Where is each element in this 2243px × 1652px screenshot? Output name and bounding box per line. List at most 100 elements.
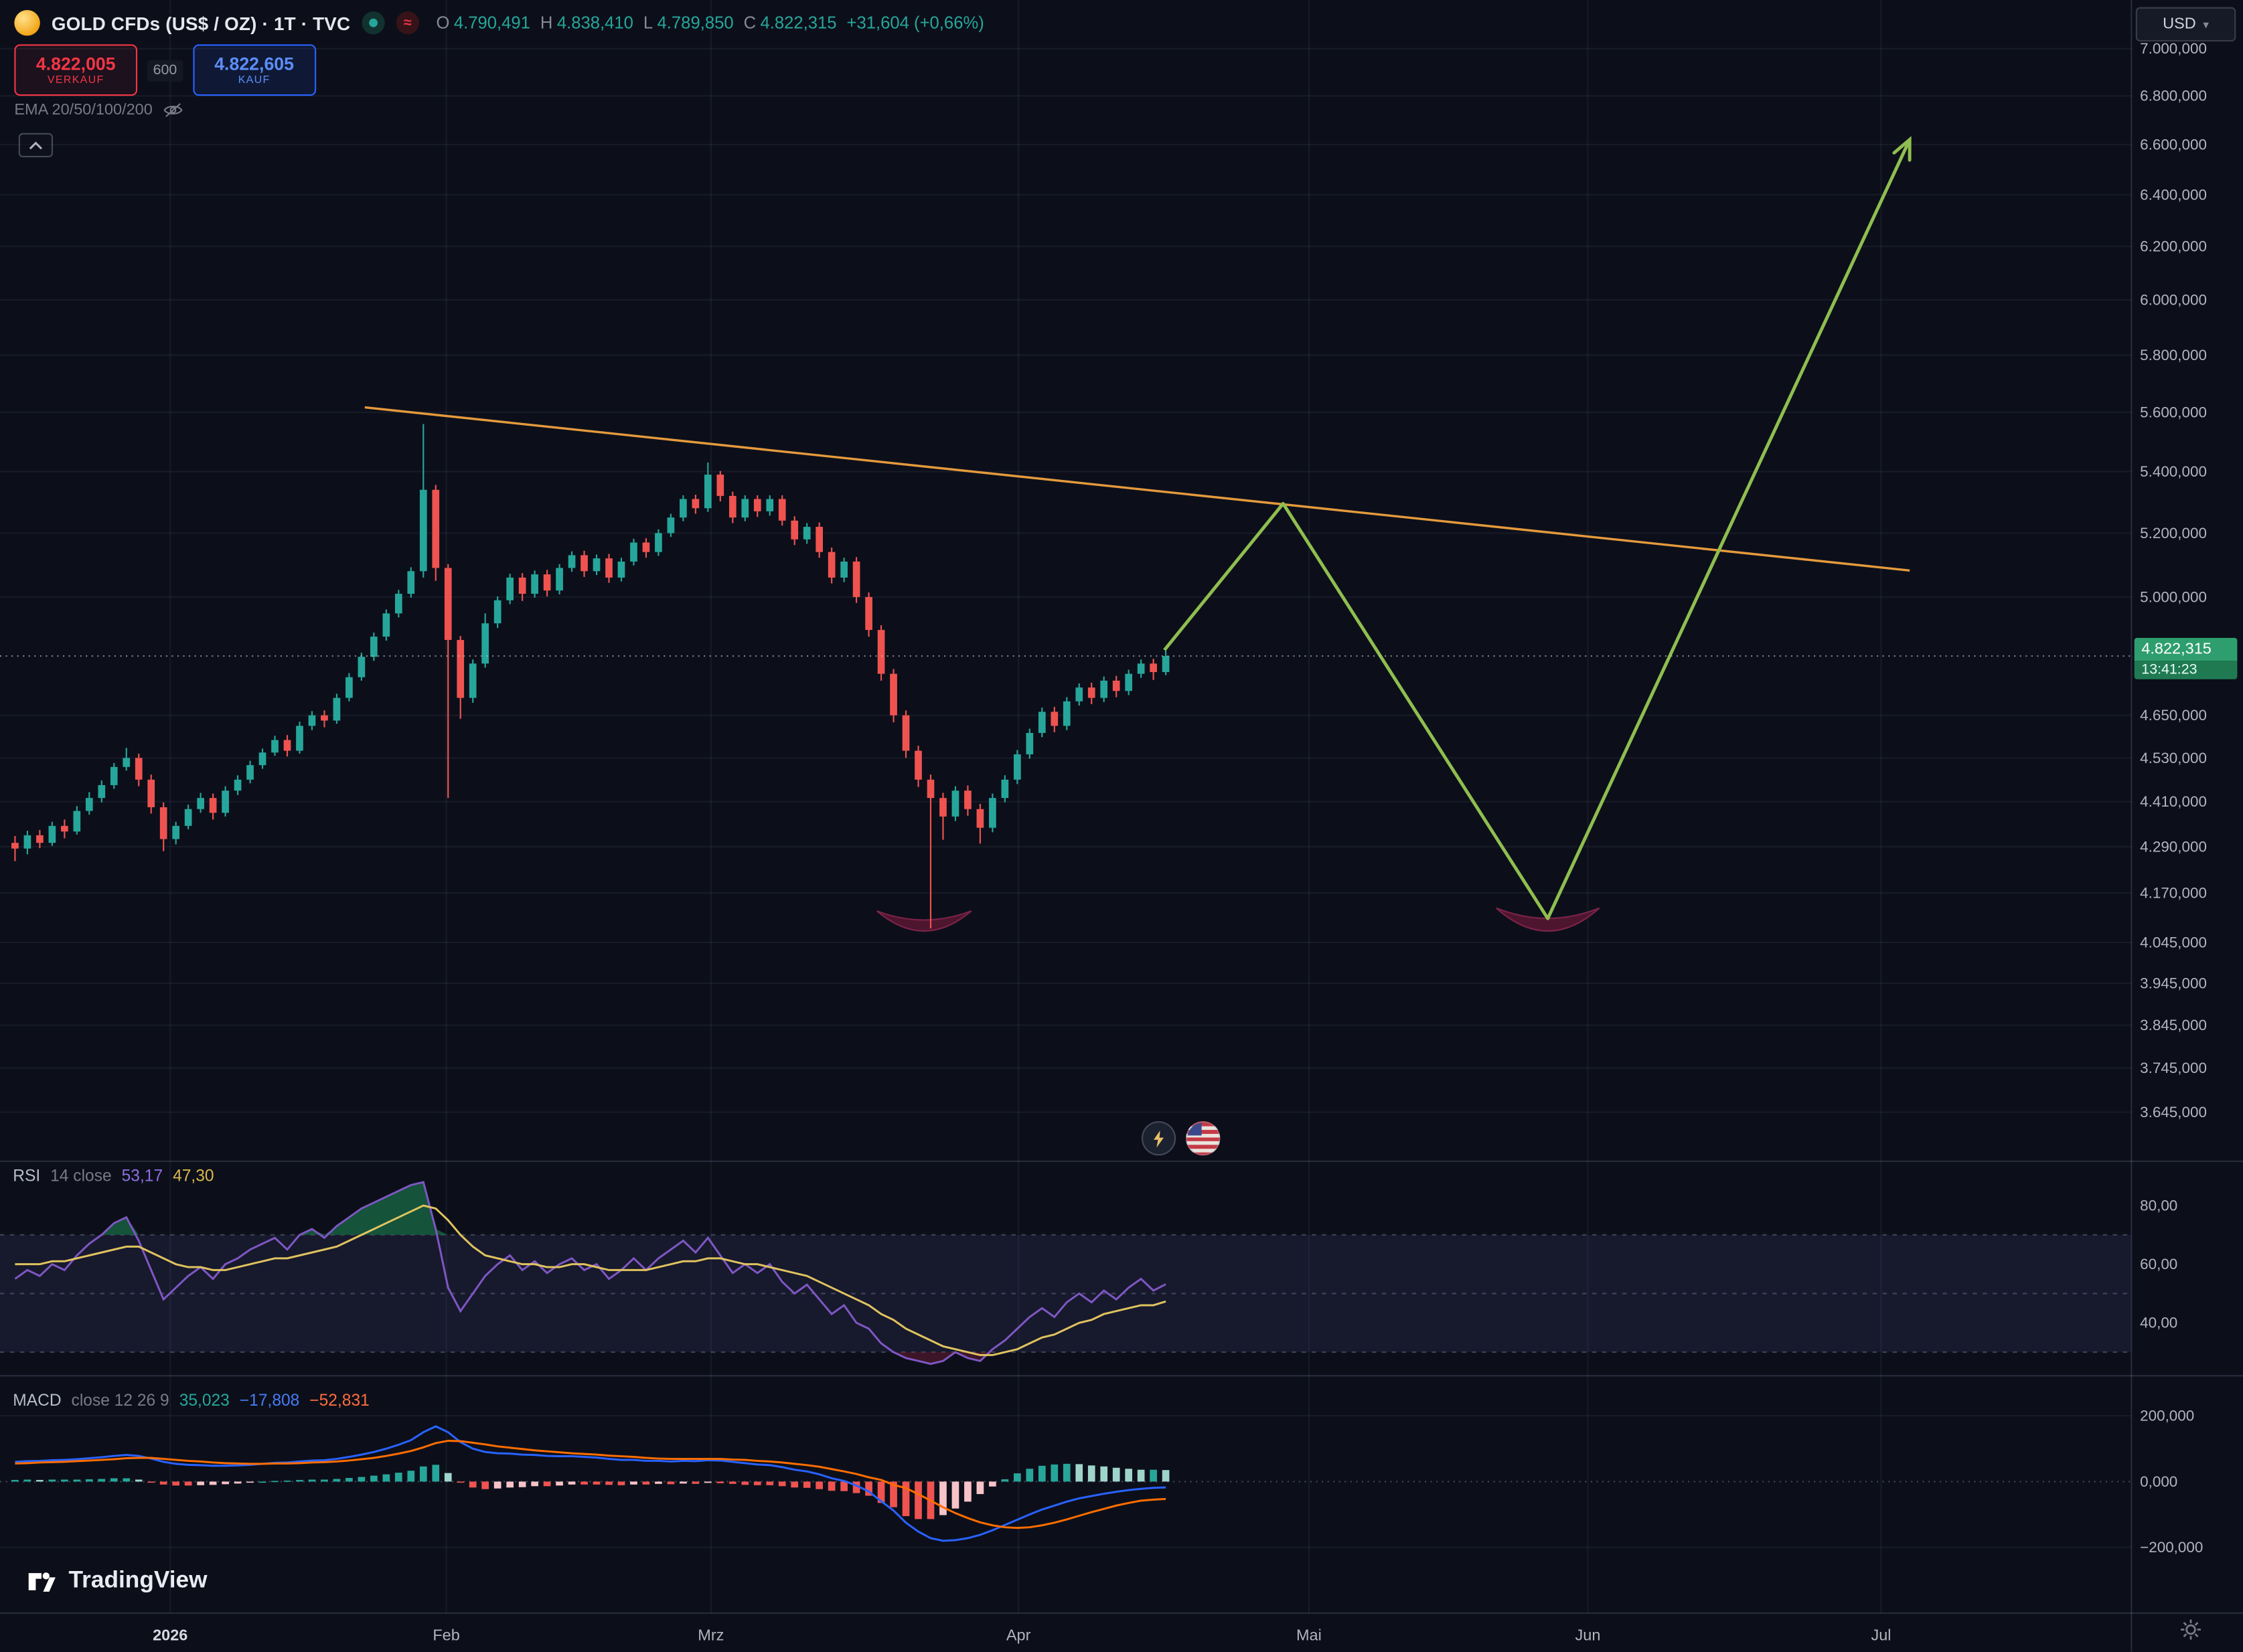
candle-body xyxy=(1150,663,1157,673)
price-axis-label: 3.945,000 xyxy=(2140,975,2207,991)
rsi-pane[interactable] xyxy=(0,1161,2131,1376)
macd-histogram-bar xyxy=(877,1481,885,1503)
gold-symbol-icon xyxy=(14,9,40,36)
change-value: +31,604 (+0,66%) xyxy=(846,13,984,33)
price-axis-label: 4.170,000 xyxy=(2140,884,2207,901)
price-axis-label: 4.290,000 xyxy=(2140,838,2207,855)
macd-histogram-bar xyxy=(36,1479,44,1482)
candle-body xyxy=(803,527,811,540)
high-value: 4.838,410 xyxy=(556,13,633,33)
price-axis-label: 3.845,000 xyxy=(2140,1017,2207,1034)
candle-body xyxy=(258,752,266,766)
us-flag-icon[interactable] xyxy=(1186,1121,1221,1156)
candle-body xyxy=(543,574,551,591)
ohlc-values: O 4.790,491 H 4.838,410 L 4.789,850 C 4.822,… xyxy=(436,13,984,33)
time-axis-label: Jun xyxy=(1575,1627,1601,1644)
ema-indicator-row[interactable]: EMA 20/50/100/200 xyxy=(14,102,183,119)
eye-off-icon[interactable] xyxy=(163,102,183,119)
macd-histogram-bar xyxy=(667,1481,675,1485)
macd-histogram-bar xyxy=(964,1481,972,1502)
candle-body xyxy=(110,766,118,785)
main-chart-pane[interactable] xyxy=(0,0,2131,1161)
rsi-pane-header[interactable]: RSI 14 close 53,17 47,30 xyxy=(13,1169,214,1186)
buy-label: KAUF xyxy=(238,72,270,86)
candle-body xyxy=(1026,732,1034,754)
last-price-badge[interactable]: 4.822,315 13:41:23 xyxy=(2134,637,2238,679)
candle-body xyxy=(531,574,538,594)
candle-body xyxy=(184,809,192,826)
macd-histogram-bar xyxy=(370,1475,378,1482)
candle-body xyxy=(358,657,366,677)
time-axis-label: Jul xyxy=(1871,1627,1891,1644)
macd-histogram-bar xyxy=(197,1481,204,1485)
candle-body xyxy=(667,517,675,533)
candle-body xyxy=(915,750,922,780)
macd-histogram-bar xyxy=(1162,1470,1170,1482)
sell-button[interactable]: 4.822,005 VERKAUF xyxy=(14,44,138,96)
macd-line xyxy=(15,1425,1166,1542)
tradingview-wordmark: TradingView xyxy=(68,1566,208,1592)
rsi-title: RSI xyxy=(13,1168,41,1186)
candle-body xyxy=(296,726,303,751)
candle-body xyxy=(345,677,353,698)
macd-histogram-bar xyxy=(976,1481,984,1495)
time-axis-label: Apr xyxy=(1006,1627,1031,1644)
price-axis-label: 6.000,000 xyxy=(2140,291,2207,308)
time-axis-label: 2026 xyxy=(153,1627,187,1644)
candle-body xyxy=(630,542,637,562)
tradingview-logo[interactable]: TradingView xyxy=(25,1564,208,1596)
macd-histogram-bar xyxy=(1137,1469,1145,1482)
macd-histogram-bar xyxy=(382,1474,390,1482)
macd-histogram-bar xyxy=(432,1465,440,1482)
lightning-icon[interactable] xyxy=(1141,1121,1176,1156)
rsi-axis-label: 40,00 xyxy=(2140,1315,2177,1331)
candle-body xyxy=(432,489,440,568)
price-axis-label: 5.800,000 xyxy=(2140,347,2207,363)
candle-body xyxy=(766,499,774,511)
macd-histogram-bar xyxy=(209,1481,217,1485)
macd-histogram-bar xyxy=(852,1481,860,1493)
rsi-overbought-fill xyxy=(15,1182,1166,1235)
rsi-ma-value: 47,30 xyxy=(173,1168,214,1186)
collapse-legend-button[interactable] xyxy=(18,133,54,158)
timezone-settings-button[interactable] xyxy=(2180,1619,2201,1647)
rsi-band xyxy=(0,1234,2132,1353)
price-axis-label: 5.400,000 xyxy=(2140,463,2207,480)
candle-body xyxy=(246,765,254,780)
market-status-icon[interactable] xyxy=(362,11,385,35)
macd-histogram-bar xyxy=(172,1481,180,1486)
macd-histogram-bar xyxy=(951,1481,959,1509)
candle-body xyxy=(135,758,143,780)
candle-body xyxy=(85,798,93,811)
macd-histogram-bar xyxy=(333,1479,341,1482)
macd-pane-header[interactable]: MACD close 12 26 9 35,023 −17,808 −52,83… xyxy=(13,1393,370,1410)
macd-histogram-bar xyxy=(98,1479,106,1482)
candle-body xyxy=(209,798,217,813)
candle-body xyxy=(147,779,155,807)
buy-button[interactable]: 4.822,605 KAUF xyxy=(192,44,316,96)
macd-histogram-bar xyxy=(1150,1469,1157,1482)
candle-body xyxy=(469,663,477,698)
macd-histogram-bar xyxy=(159,1481,167,1485)
macd-pane[interactable] xyxy=(0,1376,2131,1613)
candle-body xyxy=(382,613,390,637)
currency-dropdown[interactable]: USD ▾ xyxy=(2135,7,2236,42)
candle-body xyxy=(518,577,526,594)
candle-body xyxy=(852,561,860,597)
gear-icon xyxy=(2181,1619,2201,1640)
candle-body xyxy=(159,807,167,839)
rsi-line xyxy=(14,1181,1166,1366)
macd-histogram-bar xyxy=(419,1466,427,1482)
price-axis-label: 5.600,000 xyxy=(2140,404,2207,420)
time-axis[interactable] xyxy=(0,1613,2243,1652)
candle-body xyxy=(370,637,378,657)
delayed-data-icon[interactable]: ≈ xyxy=(396,11,419,35)
symbol-title[interactable]: GOLD CFDs (US$ / OZ) · 1T · TVC xyxy=(51,12,351,34)
candle-body xyxy=(1001,779,1009,799)
macd-histogram-bar xyxy=(123,1478,131,1482)
macd-histogram-bar xyxy=(605,1481,613,1485)
price-axis[interactable] xyxy=(2131,0,2243,1613)
macd-histogram-bar xyxy=(469,1481,477,1488)
low-value: 4.789,850 xyxy=(657,13,734,33)
